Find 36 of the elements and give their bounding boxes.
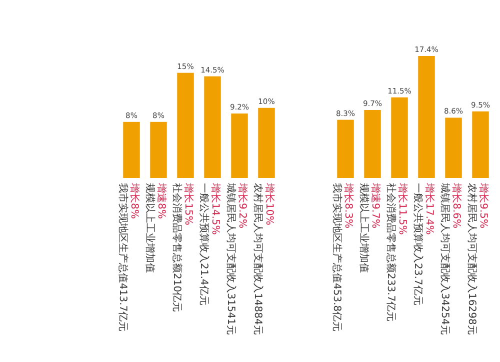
text: 增长14.5% <box>210 182 222 235</box>
bar <box>364 110 381 178</box>
bar <box>258 108 275 178</box>
x-tick-label: 城镇居民人均可支配收入31541元 <box>225 182 237 335</box>
x-tick-label: 农村居民人均可支配收入16298元 <box>466 183 478 335</box>
x-tick-label: 规模以上工业增加值 <box>144 183 156 273</box>
x-tick-label: 社会消费品零售总额233.7亿元 <box>385 183 397 322</box>
bar <box>391 97 408 178</box>
bar <box>337 120 354 178</box>
x-tick-label: 我市实现地区生产总值453.8亿元 <box>331 183 343 332</box>
bar <box>445 118 462 178</box>
text: 增长10% <box>264 182 276 226</box>
x-tick-label: 社会消费品零售总额210亿元 <box>171 183 183 312</box>
text: 增长8.6% <box>450 182 462 228</box>
bar <box>231 113 248 178</box>
x-tick-label: 我市实现地区生产总值413.7亿元 <box>117 183 129 332</box>
bar <box>418 56 435 178</box>
bar <box>150 122 167 178</box>
x-tick-label: 一般公共预算收入23.7亿元 <box>412 183 424 306</box>
text: 增速8% <box>156 182 168 219</box>
x-tick-label: 一般公共预算收入21.4亿元 <box>198 183 210 306</box>
bar <box>177 72 194 178</box>
text: 增速9.7% <box>370 182 382 228</box>
bar <box>472 111 489 178</box>
text: 增长9.2% <box>236 182 248 228</box>
text: 增长8% <box>128 182 140 219</box>
text: 增长8.3% <box>342 182 354 228</box>
text: 增长11.5% <box>396 182 408 235</box>
text: 增长17.4% <box>424 182 436 235</box>
text: 增长9.5% <box>478 182 490 228</box>
bar <box>204 76 221 178</box>
x-tick-label: 规模以上工业增加值 <box>358 183 370 273</box>
bar <box>123 122 140 178</box>
x-tick-label: 农村居民人均可支配收入14884元 <box>252 183 264 335</box>
text: 增长15% <box>182 182 194 226</box>
x-tick-label: 城镇居民人均可支配收入34254元 <box>439 182 451 335</box>
